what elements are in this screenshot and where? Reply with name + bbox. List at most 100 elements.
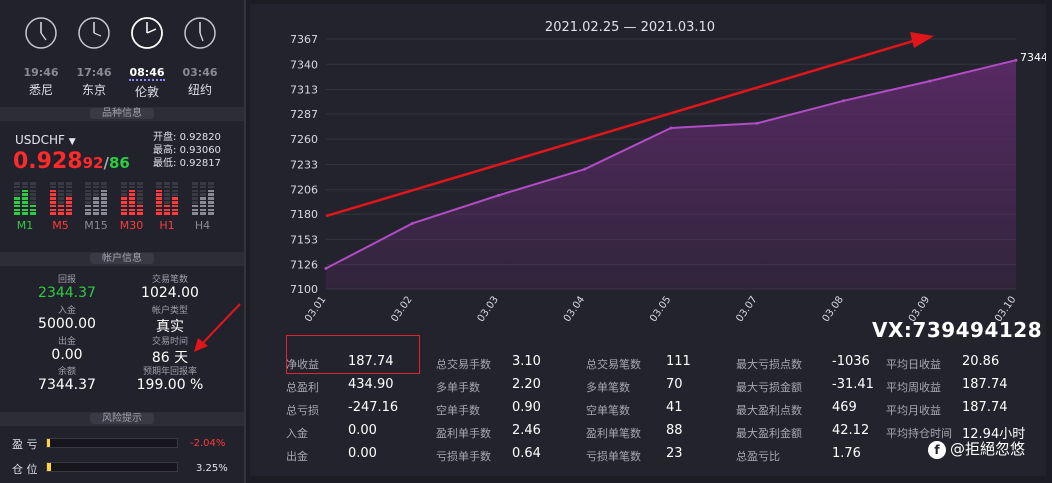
stat-label: 净收益: [286, 358, 319, 371]
stat-value: 88: [666, 423, 683, 438]
meter-segment: [85, 197, 91, 200]
price-display: 0.92892/86: [13, 149, 130, 174]
meter-segment: [101, 204, 107, 208]
risk-pos-bar: [46, 462, 178, 472]
timeframe-meter-m15[interactable]: [85, 182, 108, 216]
y-tick-label: 7260: [290, 133, 318, 146]
meter-segment: [14, 197, 20, 200]
meter-segment: [49, 208, 56, 212]
meter-segment: [128, 185, 135, 189]
meter-segment: [172, 193, 178, 196]
x-tick-label: 03.01: [303, 294, 328, 324]
timeframe-meter-m30[interactable]: [120, 182, 144, 216]
timeframe-label[interactable]: M15: [84, 219, 108, 232]
account-type: 帐户类型 真实: [151, 306, 188, 335]
meter-segment: [128, 208, 135, 212]
meter-segment: [156, 182, 162, 185]
price-separator: /: [103, 154, 109, 172]
meter-segment: [172, 201, 178, 204]
meter-segment: [136, 182, 143, 185]
meter-segment: [172, 204, 178, 208]
timeframe-meter-m5[interactable]: [49, 182, 73, 216]
stat-value: 1.76: [832, 446, 861, 461]
meter-segment: [120, 212, 127, 215]
low-value: 0.92817: [179, 158, 221, 169]
section-risk: 风险提示: [0, 412, 244, 426]
account-withdraw: 出金 0.00: [51, 337, 83, 363]
zhihu-logo-icon: f: [928, 440, 946, 459]
meter-segment: [101, 197, 107, 200]
timeframe-label[interactable]: H4: [194, 219, 211, 232]
meter-segment: [172, 212, 178, 215]
stat-item: 空单笔数 41: [586, 400, 683, 418]
meter-segment: [120, 189, 127, 193]
meter-segment: [57, 208, 64, 212]
clock-tokyo[interactable]: 17:46 东京: [68, 16, 120, 98]
meter-segment: [22, 212, 28, 215]
stat-value: 187.74: [962, 400, 1008, 415]
meter-segment: [101, 208, 107, 212]
clock-sydney[interactable]: 19:46 悉尼: [15, 16, 67, 98]
section-account-info: 帐户信息: [0, 252, 244, 266]
timeframe-meter-h4[interactable]: [191, 182, 215, 216]
x-tick-label: 03.03: [476, 294, 501, 324]
clock-time: 19:46: [23, 66, 59, 79]
meter-segment: [207, 204, 214, 208]
stat-value: 12.94小时: [962, 427, 1026, 442]
trend-arrow-line: [325, 37, 921, 218]
clock-newyork[interactable]: 03:46 纽约: [174, 16, 226, 98]
meter-segment: [128, 182, 135, 185]
meter-segment: [207, 212, 214, 215]
stat-value: 0.64: [512, 446, 541, 461]
meter-segment: [172, 182, 178, 185]
meter-segment: [93, 197, 99, 200]
clock-london[interactable]: 08:46 伦敦: [121, 16, 173, 100]
meter-segment: [65, 189, 72, 193]
timeframe-label[interactable]: M5: [52, 219, 69, 232]
data-point: [497, 193, 500, 197]
timeframe-meter-m1[interactable]: [14, 182, 37, 216]
data-point: [324, 266, 328, 270]
timeframe-meter-h1[interactable]: [156, 182, 179, 216]
stat-label: 平均月收益: [886, 404, 941, 417]
stat-item: 平均周收益 187.74: [886, 377, 1008, 395]
stat-item: 总交易手数 3.10: [436, 354, 541, 372]
stat-label: 最大亏损金额: [736, 381, 802, 394]
meter-segment: [85, 208, 91, 212]
meter-segment: [101, 189, 107, 193]
stat-item: 最大盈利点数 469: [736, 400, 857, 418]
y-tick-label: 7233: [290, 158, 318, 171]
account-balance: 余额 7344.37: [38, 367, 96, 393]
stat-label: 多单笔数: [586, 381, 630, 394]
stat-item: 入金 0.00: [286, 423, 377, 441]
meter-segment: [57, 189, 64, 193]
meter-segment: [65, 204, 72, 208]
timeframe-label[interactable]: M30: [119, 219, 144, 232]
meter-segment: [57, 212, 64, 215]
y-tick-label: 7180: [290, 208, 318, 221]
stat-item: 总盈利 434.90: [286, 377, 394, 395]
meter-segment: [191, 208, 198, 212]
stat-value: 187.74: [962, 377, 1008, 392]
meter-segment: [49, 182, 56, 185]
meter-segment: [164, 201, 170, 204]
meter-segment: [65, 197, 72, 200]
meter-segment: [191, 201, 198, 204]
y-tick-label: 7367: [290, 33, 318, 46]
meter-segment: [172, 197, 178, 200]
stat-label: 总交易笔数: [586, 358, 641, 371]
y-tick-label: 7100: [290, 283, 318, 296]
stat-value: 41: [666, 400, 683, 415]
symbol-selector[interactable]: USDCHF ▼: [15, 133, 76, 147]
meter-segment: [191, 189, 198, 193]
stat-label: 最大盈利点数: [736, 404, 802, 417]
equity-chart: 7100 7126 7153 7180 7206 7233 7260 7287 7313 7340…: [290, 32, 1046, 324]
timeframe-label[interactable]: M1: [16, 219, 34, 232]
meter-segment: [164, 182, 170, 185]
meter-segment: [156, 204, 162, 208]
clock-time: 03:46: [182, 66, 218, 79]
timeframe-label[interactable]: H1: [159, 219, 175, 232]
meter-segment: [120, 208, 127, 212]
y-tick-label: 7313: [290, 84, 318, 97]
price-main: 0.928: [13, 149, 83, 174]
